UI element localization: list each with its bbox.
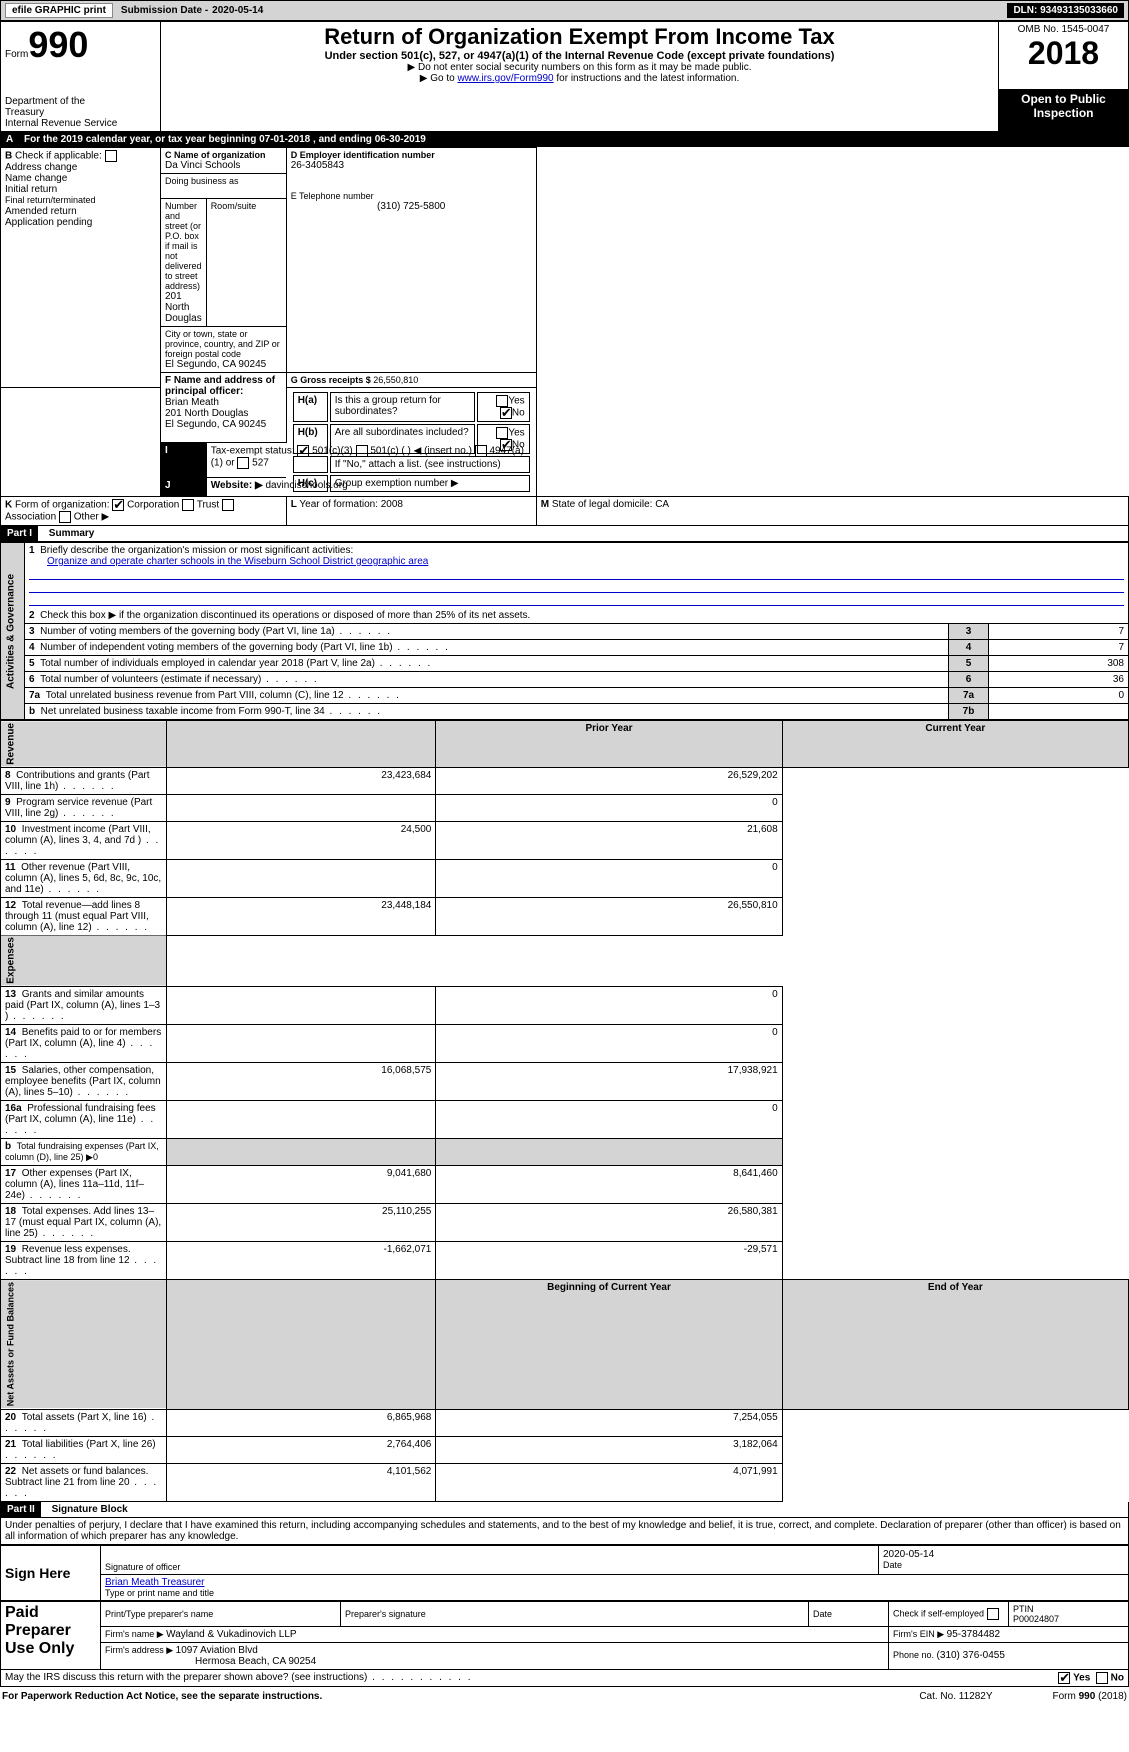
room-label: Room/suite	[206, 199, 286, 327]
street-label: Number and street (or P.O. box if mail i…	[165, 201, 202, 291]
checkbox[interactable]	[105, 150, 117, 162]
officer-name: Brian Meath	[165, 397, 219, 408]
website: davincischools.org	[265, 480, 347, 491]
discuss-row: May the IRS discuss this return with the…	[0, 1670, 1129, 1687]
checkbox[interactable]	[237, 457, 249, 469]
sign-here-label: Sign Here	[1, 1545, 101, 1600]
phone-value: (310) 725-5800	[291, 201, 532, 212]
officer-street: 201 North Douglas	[165, 408, 248, 419]
preparer-table: Paid Preparer Use Only Print/Type prepar…	[0, 1601, 1129, 1670]
city-value: El Segundo, CA 90245	[165, 359, 282, 370]
checkbox[interactable]	[475, 445, 487, 457]
checkbox[interactable]	[356, 445, 368, 457]
gross-receipts: 26,550,810	[373, 375, 418, 385]
ptin: P00024807	[1013, 1614, 1059, 1624]
org-name-label: C Name of organization	[165, 150, 282, 160]
form-note2: ▶ Go to www.irs.gov/Form990 for instruct…	[165, 73, 994, 84]
gross-receipts-label: G Gross receipts $	[291, 375, 374, 385]
footer-right: Form 990 (2018)	[1053, 1691, 1127, 1702]
checkbox[interactable]	[1096, 1672, 1108, 1684]
checkbox[interactable]	[500, 439, 512, 451]
mission-text: Organize and operate charter schools in …	[47, 556, 428, 567]
form990-link[interactable]: www.irs.gov/Form990	[457, 73, 553, 84]
prep-phone: (310) 376-0455	[937, 1650, 1005, 1661]
city-label: City or town, state or province, country…	[165, 329, 282, 359]
checkbox[interactable]	[112, 499, 124, 511]
officer-label: F Name and address of principal officer:	[165, 375, 275, 397]
checkbox[interactable]	[1058, 1672, 1070, 1684]
checkbox[interactable]	[222, 499, 234, 511]
footer-mid: Cat. No. 11282Y	[919, 1691, 992, 1702]
tax-year: 2018	[1003, 35, 1124, 72]
checkbox[interactable]	[297, 445, 309, 457]
form-number: 990	[28, 24, 88, 65]
part2-header: Part II Signature Block	[0, 1502, 1129, 1518]
footer-left: For Paperwork Reduction Act Notice, see …	[2, 1691, 322, 1702]
signature-table: Sign Here Signature of officer 2020-05-1…	[0, 1545, 1129, 1601]
checkbox[interactable]	[500, 407, 512, 419]
side-governance: Activities & Governance	[1, 543, 25, 720]
checkbox[interactable]	[182, 499, 194, 511]
form-subtitle: Under section 501(c), 527, or 4947(a)(1)…	[165, 50, 994, 62]
sig-date: 2020-05-14	[883, 1549, 1124, 1560]
submission-label: Submission Date -	[121, 5, 208, 16]
open-to-public: Open to Public Inspection	[999, 89, 1129, 131]
ein-label: D Employer identification number	[291, 150, 532, 160]
phone-label: E Telephone number	[291, 191, 532, 201]
officer-city: El Segundo, CA 90245	[165, 419, 266, 430]
efile-button[interactable]: efile GRAPHIC print	[5, 3, 113, 18]
perjury-text: Under penalties of perjury, I declare th…	[0, 1518, 1129, 1545]
state-domicile: CA	[655, 499, 669, 510]
street-value: 201 North Douglas	[165, 291, 202, 324]
footer: For Paperwork Reduction Act Notice, see …	[0, 1687, 1129, 1706]
part1-financial-table: Revenue Prior Year Current Year 8 Contri…	[0, 720, 1129, 1502]
org-name: Da Vinci Schools	[165, 160, 282, 171]
firm-ein: 95-3784482	[947, 1629, 1000, 1640]
dept-line2: Treasury	[5, 107, 156, 118]
checkbox[interactable]	[59, 511, 71, 523]
firm-addr1: 1097 Aviation Blvd	[176, 1645, 258, 1656]
entity-info-table: B Check if applicable: Address change Na…	[0, 147, 1129, 526]
omb-number: OMB No. 1545-0047	[1003, 24, 1124, 35]
dba-label: Doing business as	[165, 176, 282, 186]
dln: DLN: 93493135033660	[1007, 3, 1124, 18]
submission-date: 2020-05-14	[212, 5, 263, 16]
dept-line3: Internal Revenue Service	[5, 118, 156, 129]
section-a: A For the 2019 calendar year, or tax yea…	[0, 132, 1129, 147]
paid-preparer-label: Paid Preparer Use Only	[1, 1601, 101, 1669]
firm-addr2: Hermosa Beach, CA 90254	[195, 1656, 316, 1667]
signer-name: Brian Meath Treasurer	[105, 1577, 1124, 1588]
side-balances: Net Assets or Fund Balances	[1, 1280, 167, 1409]
form-title: Return of Organization Exempt From Incom…	[165, 24, 994, 50]
part1-header: Part I Summary	[0, 526, 1129, 542]
part1-table: Activities & Governance 1 Briefly descri…	[0, 542, 1129, 720]
form-prefix: Form	[5, 49, 28, 60]
form-header-table: Form990 Department of the Treasury Inter…	[0, 21, 1129, 132]
ein-value: 26-3405843	[291, 160, 532, 171]
side-revenue: Revenue	[1, 721, 167, 768]
firm-name: Wayland & Vukadinovich LLP	[166, 1629, 296, 1640]
efile-header: efile GRAPHIC print Submission Date - 20…	[0, 0, 1129, 21]
year-formation: 2008	[381, 499, 403, 510]
checkbox[interactable]	[987, 1608, 999, 1620]
side-expenses: Expenses	[1, 935, 167, 987]
form-note1: ▶ Do not enter social security numbers o…	[165, 62, 994, 73]
dept-line1: Department of the	[5, 96, 156, 107]
